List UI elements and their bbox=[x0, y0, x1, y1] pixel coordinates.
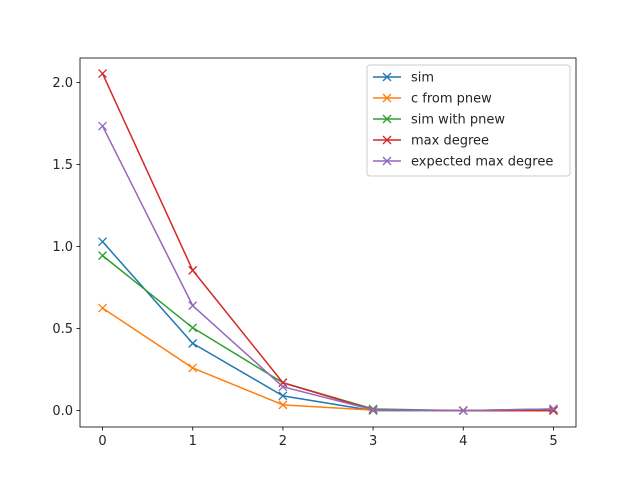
series-line-0 bbox=[101, 241, 554, 412]
data-point bbox=[458, 406, 468, 416]
x-tick-label: 5 bbox=[549, 434, 557, 449]
legend-item: expected max degree bbox=[373, 155, 553, 170]
data-point bbox=[278, 378, 288, 388]
legend: sim c from pnew sim with pnew max degree exp… bbox=[366, 64, 571, 177]
x-tick-label: 1 bbox=[189, 434, 197, 449]
y-tick-label: 0.0 bbox=[52, 404, 73, 419]
legend-label: expected max degree bbox=[411, 155, 553, 170]
legend-label: c from pnew bbox=[411, 92, 492, 107]
data-point bbox=[188, 338, 198, 348]
x-tick-label: 3 bbox=[369, 434, 377, 449]
data-point bbox=[188, 323, 198, 333]
x-tick-label: 2 bbox=[279, 434, 287, 449]
legend-item: sim with pnew bbox=[373, 113, 505, 128]
legend-item: c from pnew bbox=[373, 92, 492, 107]
y-tick-label: 1.5 bbox=[52, 158, 73, 173]
legend-box bbox=[366, 64, 571, 177]
data-point bbox=[278, 400, 288, 410]
legend-label: max degree bbox=[411, 134, 489, 149]
data-point bbox=[98, 237, 108, 247]
x-tick-label: 4 bbox=[459, 434, 467, 449]
data-point bbox=[98, 121, 108, 131]
series-line-4 bbox=[101, 125, 554, 412]
x-tick-label: 0 bbox=[98, 434, 106, 449]
series-line-2 bbox=[102, 255, 554, 412]
plot-frame bbox=[79, 57, 577, 428]
legend-label: sim bbox=[411, 71, 434, 86]
data-point bbox=[188, 301, 198, 311]
legend-item: sim bbox=[373, 71, 434, 86]
data-point bbox=[188, 363, 198, 373]
series-layer bbox=[98, 69, 558, 416]
legend-item: max degree bbox=[373, 134, 489, 149]
data-point bbox=[278, 382, 288, 392]
data-point bbox=[188, 265, 198, 275]
legend-label: sim with pnew bbox=[411, 113, 505, 128]
data-point bbox=[98, 251, 108, 261]
data-point bbox=[548, 404, 558, 414]
data-point bbox=[548, 406, 558, 416]
data-point bbox=[98, 69, 108, 79]
data-point bbox=[368, 405, 378, 415]
data-point bbox=[278, 391, 288, 401]
y-tick-label: 1.0 bbox=[52, 240, 73, 255]
data-point bbox=[98, 303, 108, 313]
y-tick-label: 0.5 bbox=[52, 322, 73, 337]
axes-area: 0 1 2 3 4 5 0.0 0.5 1.0 1.5 2.0 bbox=[52, 57, 577, 449]
y-tick-label: 2.0 bbox=[52, 76, 73, 91]
